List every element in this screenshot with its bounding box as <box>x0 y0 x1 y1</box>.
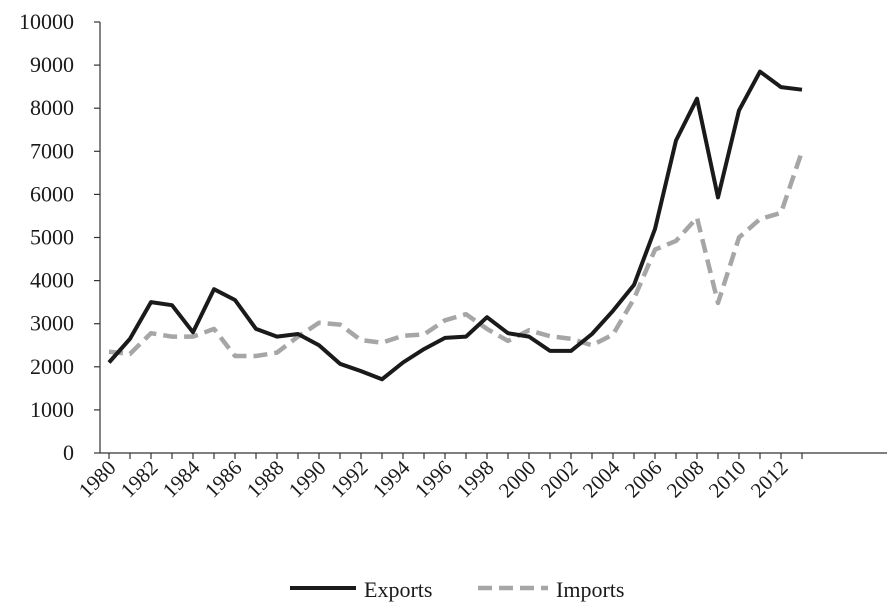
y-tick-label: 9000 <box>30 52 74 77</box>
x-tick-label: 2012 <box>746 456 793 503</box>
x-tick-label: 1994 <box>368 455 415 502</box>
x-tick-label: 2004 <box>578 455 625 502</box>
x-tick-label: 1998 <box>452 456 499 503</box>
x-tick-label: 1982 <box>116 456 163 503</box>
x-tick-label: 2008 <box>662 456 709 503</box>
y-tick-label: 5000 <box>30 225 74 250</box>
y-tick-label: 0 <box>63 440 74 465</box>
x-tick-label: 2000 <box>494 456 541 503</box>
y-tick-label: 10000 <box>19 9 74 34</box>
x-tick-label: 2006 <box>620 456 667 503</box>
y-tick-label: 6000 <box>30 181 74 206</box>
legend-label-imports: Imports <box>556 577 624 602</box>
y-tick-label: 2000 <box>30 354 74 379</box>
y-tick-label: 3000 <box>30 311 74 336</box>
series-line-exports <box>107 69 803 382</box>
series-line-imports <box>108 150 805 359</box>
x-tick-label: 1996 <box>410 456 457 503</box>
y-tick-label: 7000 <box>30 138 74 163</box>
y-tick-label: 8000 <box>30 95 74 120</box>
y-tick-label: 1000 <box>30 397 74 422</box>
legend: Exports Imports <box>290 577 624 602</box>
x-axis-ticks: 1980198219841986198819901992199419961998… <box>74 453 803 503</box>
y-axis-ticks: 0 1000 2000 3000 4000 5000 6000 7000 8000 9000 100… <box>19 9 100 465</box>
x-tick-label: 1988 <box>242 456 289 503</box>
legend-label-exports: Exports <box>364 577 432 602</box>
x-tick-label: 1990 <box>284 456 331 503</box>
y-tick-label: 4000 <box>30 268 74 293</box>
x-tick-label: 2002 <box>536 456 583 503</box>
x-tick-label: 2010 <box>704 456 751 503</box>
x-tick-label: 1986 <box>200 456 247 503</box>
x-tick-label: 1984 <box>158 455 205 502</box>
x-tick-label: 1980 <box>74 456 121 503</box>
series-layer <box>107 69 805 382</box>
x-tick-label: 1992 <box>326 456 373 503</box>
